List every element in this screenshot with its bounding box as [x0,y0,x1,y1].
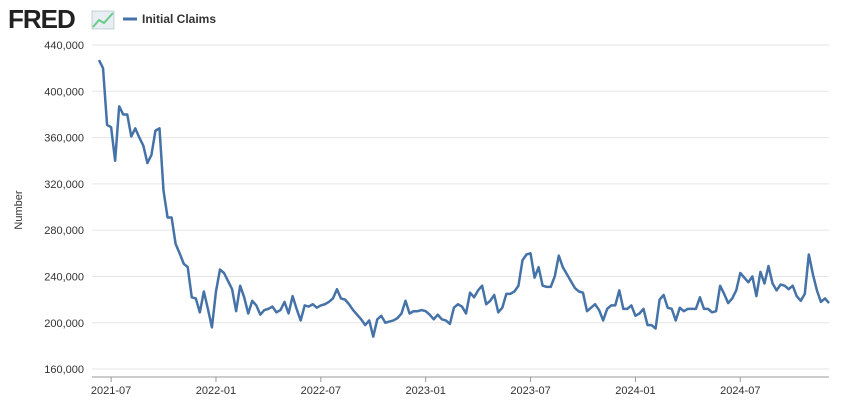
y-tick-label: 280,000 [44,225,84,237]
y-axis-label: Number [13,190,25,229]
x-tick-label: 2021-07 [91,385,131,397]
x-tick-label: 2022-01 [196,385,236,397]
logo-icon [91,10,115,30]
x-tick-label: 2024-01 [615,385,655,397]
y-tick-label: 360,000 [44,133,84,145]
y-tick-label: 160,000 [44,364,84,376]
x-tick-label: 2023-01 [405,385,445,397]
y-tick-label: 200,000 [44,318,84,330]
y-tick-label: 240,000 [44,271,84,283]
x-tick-label: 2024-07 [720,385,760,397]
x-tick-label: 2022-07 [301,385,341,397]
x-tick-label: 2023-07 [510,385,550,397]
data-line [97,59,830,338]
y-tick-label: 320,000 [44,179,84,191]
logo: FRED [8,4,75,34]
y-tick-label: 400,000 [44,86,84,98]
y-tick-label: 440,000 [44,40,84,52]
legend-label: Initial Claims [142,12,216,26]
